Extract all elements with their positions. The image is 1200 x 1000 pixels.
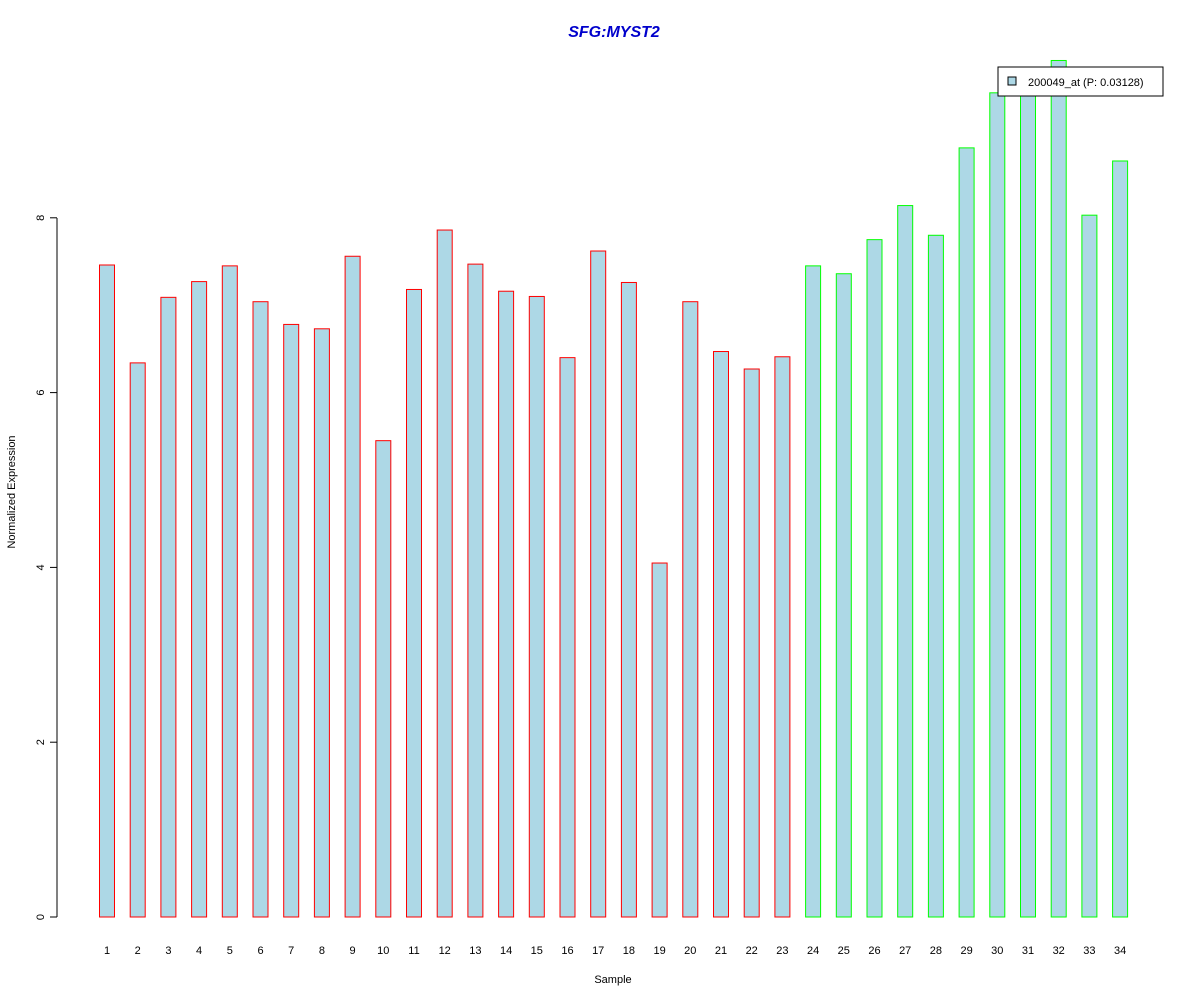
- bar-sample-24: [805, 265, 822, 918]
- bar-sample-7: [283, 323, 300, 918]
- bar-sample-34: [1112, 160, 1129, 918]
- x-tick-label: 27: [899, 945, 911, 957]
- legend-box: [997, 66, 1164, 97]
- y-axis: 0 2 4 6 8: [35, 215, 58, 920]
- bar-sample-27: [897, 205, 914, 918]
- bar-sample-30: [989, 92, 1006, 918]
- legend-swatch: [1007, 76, 1017, 86]
- y-axis-label: Normalized Expression: [6, 435, 18, 548]
- bar-sample-9: [344, 255, 361, 918]
- bars: [99, 59, 1129, 918]
- x-tick-label: 9: [350, 945, 356, 957]
- x-tick-label: 5: [227, 945, 233, 957]
- x-axis-label: Sample: [594, 974, 631, 986]
- x-tick-label: 15: [531, 945, 543, 957]
- bar-sample-14: [498, 290, 515, 918]
- x-tick-label: 8: [319, 945, 325, 957]
- x-tick-label: 2: [135, 945, 141, 957]
- y-tick-label: 4: [35, 564, 47, 570]
- x-tick-label: 31: [1022, 945, 1034, 957]
- y-tick-label: 2: [35, 739, 47, 745]
- bar-sample-29: [958, 147, 975, 918]
- y-tick-label: 8: [35, 215, 47, 221]
- bar-sample-22: [743, 368, 760, 918]
- x-tick-label: 29: [960, 945, 972, 957]
- x-tick-label: 13: [469, 945, 481, 957]
- x-tick-label: 34: [1114, 945, 1126, 957]
- x-tick-label: 30: [991, 945, 1003, 957]
- bar-sample-13: [467, 263, 484, 918]
- bar-sample-12: [436, 229, 453, 918]
- y-tick-label: 6: [35, 390, 47, 396]
- x-tick-label: 1: [104, 945, 110, 957]
- bar-sample-11: [406, 288, 422, 918]
- x-tick-label: 16: [561, 945, 573, 957]
- legend-label: 200049_at (P: 0.03128): [1028, 77, 1144, 89]
- x-tick-label: 24: [807, 945, 819, 957]
- x-tick-label: 11: [408, 945, 419, 957]
- x-tick-label: 4: [196, 945, 202, 957]
- bar-sample-28: [927, 234, 944, 918]
- chart-title: SFG:MYST2: [568, 24, 660, 41]
- x-tick-label: 3: [165, 945, 171, 957]
- y-tick-label: 0: [35, 914, 47, 920]
- x-tick-label: 18: [623, 945, 635, 957]
- x-tick-labels: 1 2 3 4 5 6 7 8 9 10 11 12 13 14 15 16 17 18 19 20 21 22 23 24 2…: [104, 945, 1126, 957]
- x-tick-label: 12: [439, 945, 451, 957]
- bar-sample-16: [559, 357, 576, 918]
- x-tick-label: 22: [746, 945, 758, 957]
- x-tick-label: 23: [776, 945, 788, 957]
- x-tick-label: 20: [684, 945, 696, 957]
- bar-sample-26: [866, 239, 883, 918]
- bar-sample-2: [129, 362, 146, 918]
- x-tick-label: 33: [1083, 945, 1095, 957]
- x-tick-label: 6: [257, 945, 263, 957]
- bar-sample-25: [835, 273, 852, 918]
- x-tick-label: 25: [838, 945, 850, 957]
- bar-sample-8: [313, 328, 330, 918]
- bar-sample-32: [1050, 59, 1067, 918]
- bar-sample-15: [528, 295, 545, 918]
- x-tick-label: 17: [592, 945, 604, 957]
- bar-sample-17: [590, 250, 607, 918]
- bar-sample-31: [1020, 86, 1036, 918]
- x-tick-label: 7: [288, 945, 294, 957]
- x-tick-label: 21: [715, 945, 727, 957]
- bar-sample-5: [221, 265, 238, 918]
- bar-sample-10: [375, 440, 392, 918]
- x-tick-label: 28: [930, 945, 942, 957]
- x-tick-label: 19: [653, 945, 665, 957]
- bar-sample-19: [651, 562, 668, 918]
- x-tick-label: 14: [500, 945, 512, 957]
- bar-sample-20: [682, 301, 699, 918]
- bar-sample-1: [99, 264, 115, 918]
- x-tick-label: 32: [1053, 945, 1065, 957]
- bar-sample-21: [713, 351, 729, 918]
- bar-sample-6: [252, 301, 269, 918]
- x-tick-label: 26: [868, 945, 880, 957]
- legend: 200049_at (P: 0.03128): [997, 66, 1164, 97]
- bar-sample-4: [191, 281, 208, 918]
- bar-sample-18: [620, 281, 637, 918]
- bar-sample-3: [160, 296, 177, 918]
- bar-sample-33: [1081, 214, 1098, 918]
- bar-sample-23: [774, 356, 791, 918]
- x-tick-label: 10: [377, 945, 389, 957]
